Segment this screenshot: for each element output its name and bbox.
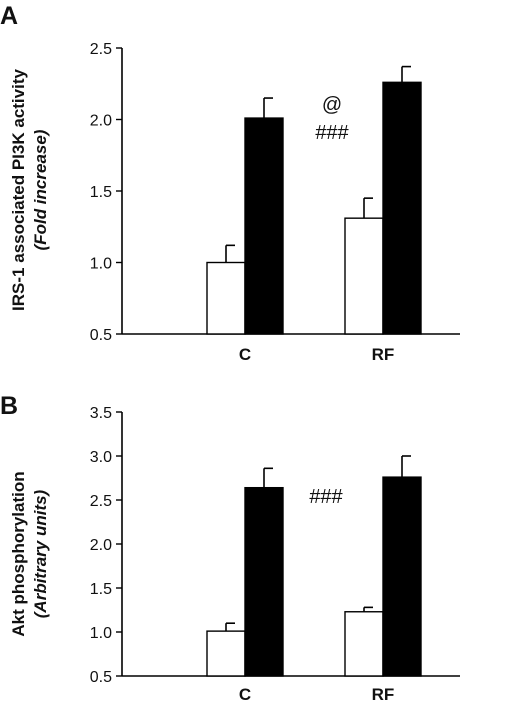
panel-a-y-tick-label: 2.0 (90, 113, 112, 130)
panel-a-category-label: C (239, 345, 251, 364)
panel-b-bar (244, 486, 284, 677)
panel-b-y-tick-label: 3.5 (90, 405, 112, 422)
panel-a-bar (244, 117, 284, 335)
panel-b-y-axis-sublabel: (Arbitrary units) (31, 489, 50, 618)
panel-a-y-tick-label: 1.5 (90, 184, 112, 201)
panel-a-bar (344, 217, 384, 335)
panel-a-y-tick-label: 1.0 (90, 256, 112, 273)
panel-b-y-axis-label: Akt phosphorylation (9, 471, 28, 636)
panel-b-category-label: C (239, 685, 251, 702)
panel-b: B Akt phosphorylation (Arbitrary units) … (0, 392, 460, 702)
panel-a-bar (206, 261, 246, 335)
panel-a-y-axis-sublabel: (Fold increase) (31, 129, 50, 250)
panel-a-significance-annotation: ### (315, 122, 349, 144)
panel-a-y-axis-label: IRS-1 associated PI3K activity (9, 69, 28, 311)
panel-a: A IRS-1 associated PI3K activity (Fold i… (0, 2, 460, 364)
panel-b-category-label: RF (372, 685, 395, 702)
panel-a-category-label: RF (372, 345, 395, 364)
panel-a-bar (382, 81, 422, 335)
panel-b-y-tick-label: 0.5 (90, 669, 112, 686)
panel-b-bar (206, 630, 246, 677)
panel-b-y-tick-label: 1.0 (90, 625, 112, 642)
panel-b-y-tick-label: 3.0 (90, 449, 112, 466)
panel-b-y-tick-label: 2.0 (90, 537, 112, 554)
panel-b-y-tick-label: 2.5 (90, 493, 112, 510)
panel-b-significance-annotation: ### (309, 486, 343, 508)
panel-b-bar (382, 476, 422, 677)
panel-b-bar (344, 611, 384, 677)
panel-a-significance-annotation: @ (322, 94, 342, 116)
panel-b-plot: 0.5 1.0 1.5 2.0 2.5 3.0 3.5 C RF ### (90, 405, 460, 702)
panel-a-letter: A (0, 2, 18, 30)
panel-a-plot: 0.5 1.0 1.5 2.0 2.5 C RF @ ### (90, 41, 460, 364)
panel-a-y-tick-label: 2.5 (90, 41, 112, 58)
panel-b-y-tick-label: 1.5 (90, 581, 112, 598)
panel-a-y-tick-label: 0.5 (90, 327, 112, 344)
panel-b-letter: B (0, 392, 18, 420)
